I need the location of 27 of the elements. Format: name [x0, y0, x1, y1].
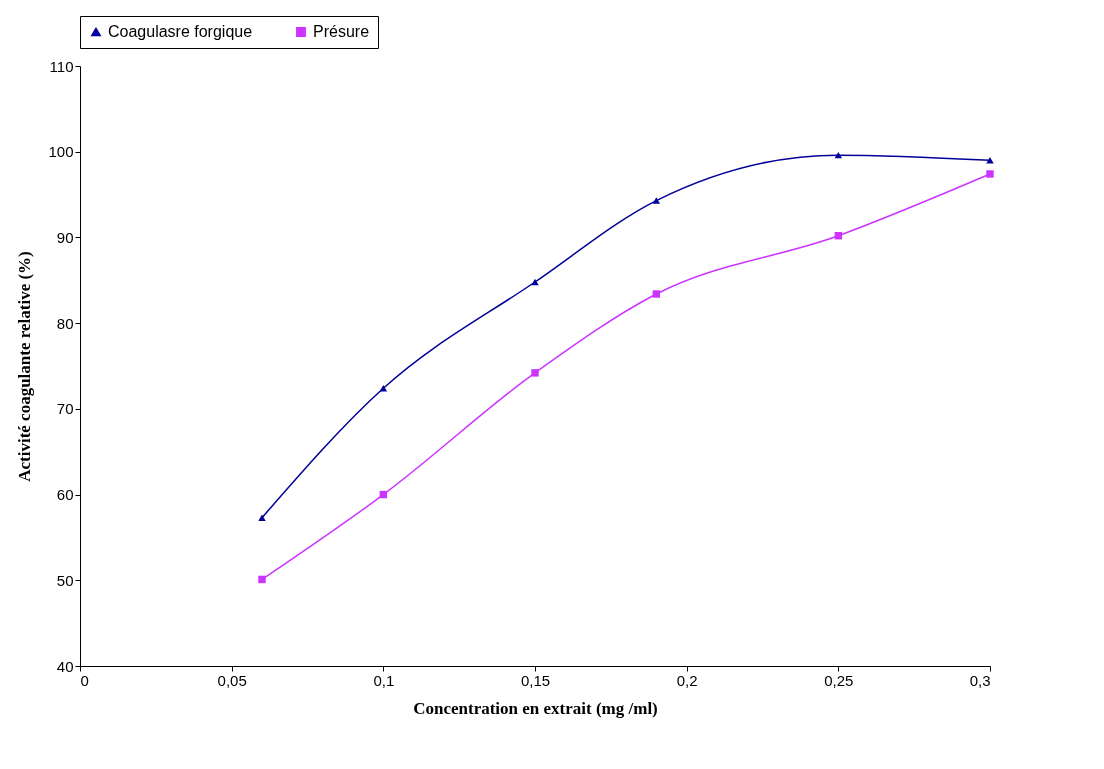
y-tick-label: 80 — [56, 314, 74, 332]
point — [652, 290, 661, 298]
y-axis-title: Activité coagulante relative (%) — [15, 251, 35, 482]
y-tick-label: 70 — [56, 400, 74, 418]
y-tick-label: 60 — [56, 486, 74, 504]
x-tick-label: 0,25 — [824, 671, 854, 689]
point — [986, 170, 994, 178]
point — [258, 514, 266, 521]
x-tick-label: 0 — [80, 671, 89, 689]
point — [531, 278, 539, 286]
x-axis-title: Concentration en extrait (mg /ml) — [413, 698, 658, 718]
point — [834, 151, 843, 159]
x-tick-label: 0,1 — [373, 671, 395, 689]
x-tick-label: 0,05 — [217, 671, 247, 689]
legend-label: Présure — [313, 23, 370, 40]
x-tick-label: 0,15 — [520, 671, 551, 689]
y-tick-label: 90 — [56, 228, 74, 246]
point — [258, 575, 266, 584]
y-tick-label: 100 — [48, 143, 74, 161]
x-tick-label: 0,2 — [676, 671, 698, 689]
y-tick-label: 50 — [56, 571, 74, 589]
point — [531, 369, 539, 377]
x-tick-label: 0,3 — [969, 671, 991, 689]
y-tick-label: 40 — [56, 657, 74, 675]
y-tick-label: 110 — [49, 57, 74, 75]
point — [652, 197, 661, 204]
legend-label: Coagulasre forgique — [108, 23, 253, 40]
